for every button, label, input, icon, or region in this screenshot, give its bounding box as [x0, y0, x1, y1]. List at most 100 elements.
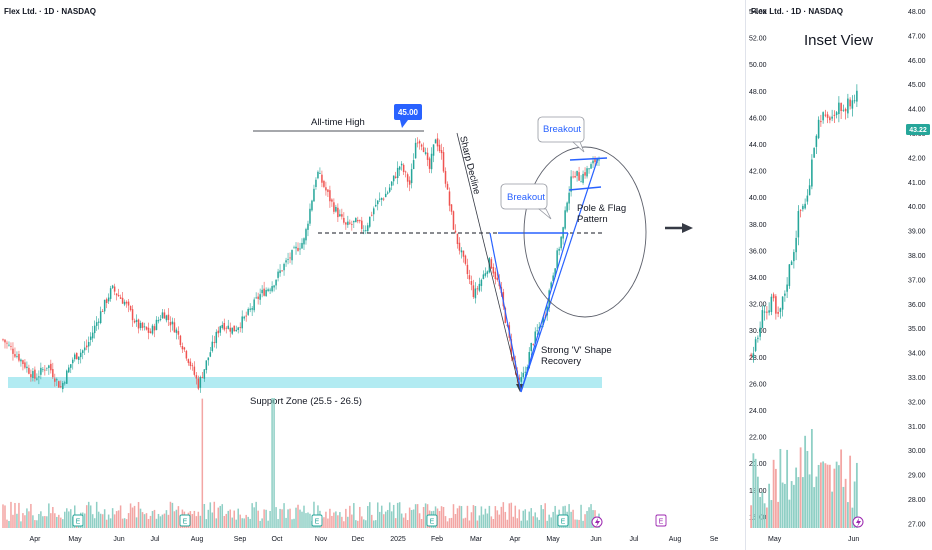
inset-left-axis-label: 30.00 — [749, 328, 767, 335]
inset-candle-body — [779, 308, 782, 312]
candle-body — [542, 317, 544, 326]
x-axis-label: Apr — [510, 536, 522, 543]
earnings-icon[interactable]: E — [311, 514, 323, 527]
main-chart-panel[interactable]: Flex Ltd. · 1D · NASDAQ Support Zone (25… — [0, 0, 745, 550]
candle-body — [313, 188, 315, 202]
candle-body — [107, 297, 110, 302]
volume-bar — [516, 518, 519, 528]
volume-bar — [576, 519, 578, 528]
inset-left-axis-label: 28.00 — [749, 355, 767, 362]
candle-body — [586, 168, 588, 177]
inset-candle-body — [829, 117, 831, 121]
candle-body — [468, 275, 471, 280]
volume-bar — [406, 520, 409, 528]
volume-bar — [239, 514, 241, 528]
candle-body — [79, 352, 82, 358]
candle-body — [386, 192, 389, 194]
candle-body — [66, 370, 68, 384]
x-axis-label: Apr — [30, 536, 42, 543]
inset-right-axis-label: 37.00 — [908, 277, 926, 284]
volume-bar — [117, 510, 120, 528]
earnings-icon[interactable]: E — [179, 514, 191, 527]
inset-chart-svg[interactable]: 54.00 52.00 50.00 48.00 46.00 44.00 42.00 40.00… — [746, 0, 932, 550]
volume-bar — [536, 517, 538, 528]
volume-bar — [261, 518, 263, 528]
flag-lower-line — [568, 186, 602, 191]
ath-label: All-time High — [311, 117, 365, 128]
earnings-icon-future[interactable]: E — [655, 514, 667, 527]
candle-body — [207, 357, 210, 361]
v-shape-label-2: Recovery — [541, 356, 581, 367]
volume-bar — [157, 513, 160, 528]
candle-body — [430, 153, 433, 170]
inset-volume-bar — [801, 477, 804, 528]
volume-bar — [418, 513, 421, 528]
inset-chart-panel[interactable]: Flex Ltd. · 1D · NASDAQ Inset View 54.00… — [746, 0, 932, 550]
volume-bar — [367, 506, 369, 528]
inset-candle-body — [822, 112, 824, 121]
candle-body — [161, 312, 164, 319]
candle-body — [62, 382, 64, 390]
inset-right-axis-label: 31.00 — [908, 424, 926, 431]
candle-body — [345, 222, 347, 225]
candle-body — [12, 348, 14, 354]
volume-bar — [233, 510, 235, 528]
volume-bar — [253, 507, 255, 528]
volume-bar — [50, 513, 52, 528]
candle-body — [484, 273, 487, 276]
inset-earnings-icon[interactable] — [852, 516, 864, 528]
earnings-icon[interactable]: E — [557, 514, 569, 527]
x-axis-label: 2025 — [390, 536, 406, 543]
candle-body — [428, 158, 431, 169]
volume-bar — [452, 504, 455, 528]
volume-bar — [113, 514, 116, 528]
candle-body — [303, 238, 305, 245]
volume-bar — [295, 507, 297, 528]
volume-bar — [540, 505, 542, 528]
candle-body — [273, 285, 275, 288]
dividend-flash-icon[interactable] — [591, 516, 603, 528]
candle-body — [219, 326, 222, 333]
candle-body — [217, 330, 220, 334]
volume-bar — [169, 501, 172, 528]
volume-bar — [289, 508, 291, 528]
volume-bar — [422, 507, 425, 528]
inset-left-axis-label: 38.00 — [749, 222, 767, 229]
volume-bar — [412, 509, 415, 528]
candle-body — [576, 170, 578, 176]
ath-value: 45.00 — [398, 108, 419, 117]
candle-body — [532, 344, 534, 345]
inset-left-axis-label: 34.00 — [749, 275, 767, 282]
inset-left-axis-label: 20.00 — [749, 461, 767, 468]
candle-body — [131, 309, 134, 321]
v-shape-label-1: Strong 'V' Shape — [541, 345, 612, 356]
candle-body — [123, 301, 126, 305]
candle-body — [568, 192, 570, 204]
volume-bar — [476, 520, 479, 528]
breakout-callout-1: Breakout — [500, 183, 552, 220]
volume-bar — [472, 505, 475, 528]
earnings-icon[interactable]: E — [426, 514, 438, 527]
inset-volume-bar — [752, 453, 755, 528]
earnings-icon[interactable]: E — [72, 514, 84, 527]
candle-body — [56, 379, 58, 381]
candle-body — [241, 316, 243, 329]
candle-body — [590, 164, 592, 169]
inset-volume-bar — [824, 463, 827, 528]
inset-right-axis-label: 47.00 — [908, 33, 926, 40]
candle-body — [560, 236, 562, 249]
candle-body — [239, 327, 241, 329]
main-chart-svg[interactable]: Support Zone (25.5 - 26.5) All-time High… — [0, 0, 745, 550]
candle-body — [371, 214, 373, 216]
candle-body — [321, 174, 323, 183]
volume-bar — [255, 501, 257, 528]
volume-bar — [496, 510, 499, 528]
candle-body — [578, 172, 580, 181]
volume-bar — [20, 521, 22, 528]
candle-body — [64, 382, 66, 384]
x-axis-label: Aug — [669, 536, 682, 543]
volume-bar — [269, 510, 271, 528]
candle-body — [285, 260, 287, 263]
inset-left-axis-label: 36.00 — [749, 248, 767, 255]
